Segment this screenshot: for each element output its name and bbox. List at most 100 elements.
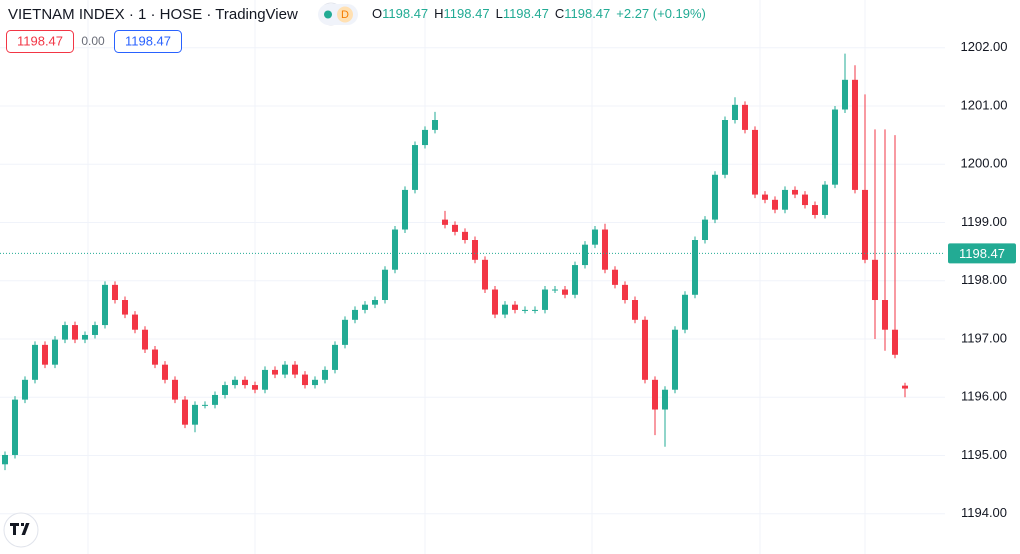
legend-value: 1198.47 bbox=[503, 6, 549, 21]
candle-body bbox=[62, 325, 68, 340]
candle-body bbox=[302, 374, 308, 386]
candle-body bbox=[32, 344, 38, 380]
candle-body bbox=[672, 329, 678, 390]
candle-body bbox=[82, 334, 88, 340]
candle-body bbox=[812, 205, 818, 215]
candle-body bbox=[102, 284, 108, 326]
y-tick-label: 1198.00 bbox=[961, 272, 1007, 287]
candle-body bbox=[652, 379, 658, 410]
candle-body bbox=[562, 289, 568, 295]
bid-price: 1198.47 bbox=[17, 33, 63, 48]
legend-value: 1198.47 bbox=[444, 6, 490, 21]
candle-body bbox=[172, 379, 178, 400]
candle-body bbox=[222, 385, 228, 395]
candle-body bbox=[512, 304, 518, 310]
last-price-label: 1198.47 bbox=[959, 246, 1005, 261]
interval-badge: D bbox=[341, 9, 349, 21]
candle-body bbox=[592, 229, 598, 245]
candle-body bbox=[862, 189, 868, 260]
candle-body bbox=[822, 184, 828, 215]
legend-key: L bbox=[496, 6, 503, 21]
candle-body bbox=[692, 240, 698, 295]
legend-value: 1198.47 bbox=[382, 6, 428, 21]
candle-body bbox=[2, 454, 8, 465]
candle-body bbox=[842, 79, 848, 110]
badge bbox=[337, 6, 353, 23]
candle-body bbox=[392, 229, 398, 270]
tv-logo[interactable] bbox=[3, 512, 39, 548]
ohlc-legend: O1198.47 H1198.47 L1198.47 C1198.47 +2.27 (+… bbox=[372, 6, 706, 21]
candle-body bbox=[472, 240, 478, 260]
candle-body bbox=[142, 329, 148, 350]
candle-body bbox=[582, 244, 588, 266]
candle-body bbox=[432, 120, 438, 130]
ask-box[interactable] bbox=[114, 30, 182, 53]
candle-body bbox=[682, 294, 688, 330]
candle-body bbox=[602, 229, 608, 270]
candle-body bbox=[742, 104, 748, 130]
candle-body bbox=[342, 319, 348, 345]
candle-body bbox=[202, 404, 208, 406]
candle-body bbox=[212, 394, 218, 405]
y-tick-label: 1199.00 bbox=[961, 214, 1007, 229]
candle-body bbox=[532, 309, 538, 311]
candle-body bbox=[622, 284, 628, 301]
price-axis bbox=[945, 0, 1020, 554]
candle-body bbox=[712, 174, 718, 220]
candle-body bbox=[492, 289, 498, 315]
symbol-title: VIETNAM INDEX · 1 · HOSE · TradingView bbox=[8, 6, 298, 23]
y-tick-label: 1202.00 bbox=[961, 39, 1008, 54]
candle-body bbox=[42, 344, 48, 365]
candle-body bbox=[792, 189, 798, 195]
market-dot bbox=[324, 10, 332, 19]
legend-change: +2.27 (+0.19%) bbox=[616, 6, 706, 21]
bid-box[interactable] bbox=[6, 30, 74, 53]
candle-body bbox=[702, 219, 708, 241]
candle-body bbox=[262, 369, 268, 390]
candle-body bbox=[152, 349, 158, 365]
candle-body bbox=[382, 269, 388, 301]
candle-body bbox=[332, 344, 338, 370]
y-tick-label: 1200.00 bbox=[961, 156, 1008, 171]
y-tick-label: 1197.00 bbox=[961, 330, 1007, 345]
candle-body bbox=[72, 325, 78, 340]
candle-body bbox=[732, 104, 738, 121]
candle-body bbox=[272, 369, 278, 375]
candle-body bbox=[872, 259, 878, 301]
candle-body bbox=[632, 300, 638, 320]
candle-body bbox=[112, 284, 118, 301]
candle-body bbox=[542, 289, 548, 310]
y-tick-label: 1196.00 bbox=[961, 389, 1007, 404]
candle-body bbox=[52, 339, 58, 365]
candle-body bbox=[282, 364, 288, 375]
candle-body bbox=[372, 300, 378, 305]
candle-body bbox=[782, 189, 788, 210]
candle-body bbox=[902, 385, 908, 389]
ask-price: 1198.47 bbox=[125, 33, 171, 48]
candle-body bbox=[552, 289, 558, 291]
candle-body bbox=[462, 231, 468, 241]
candle-body bbox=[522, 309, 528, 311]
candle-body bbox=[412, 145, 418, 190]
candle-body bbox=[162, 364, 168, 380]
last-price-box bbox=[948, 243, 1016, 264]
legend-key: O bbox=[372, 6, 382, 21]
candle-body bbox=[252, 385, 258, 390]
candle-body bbox=[362, 304, 368, 310]
candle-body bbox=[402, 189, 408, 230]
candle-body bbox=[772, 199, 778, 210]
candle-body bbox=[232, 379, 238, 386]
legend-key: C bbox=[555, 6, 564, 21]
candle-body bbox=[482, 259, 488, 290]
candle-body bbox=[22, 379, 28, 400]
candle-body bbox=[502, 304, 508, 315]
candle-body bbox=[852, 79, 858, 190]
candle-body bbox=[122, 300, 128, 315]
candle-body bbox=[442, 219, 448, 225]
candle-body bbox=[642, 319, 648, 380]
vertical-grid bbox=[87, 0, 866, 554]
candle-body bbox=[182, 399, 188, 425]
spread: 0.00 bbox=[81, 34, 105, 48]
